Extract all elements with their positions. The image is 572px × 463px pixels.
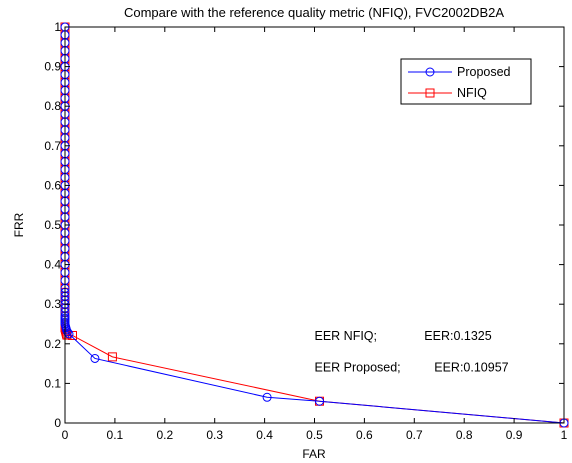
legend-label-proposed: Proposed	[457, 65, 511, 79]
y-axis-label: FRR	[12, 212, 26, 237]
annotation-text: EER:0.10957	[434, 361, 508, 375]
legend-label-nfiq: NFIQ	[457, 86, 487, 100]
y-tick-label: 0.3	[44, 297, 61, 311]
annotation-text: EER:0.1325	[424, 329, 491, 343]
y-axis: 0 0.1 0.2 0.3 0.4 0.5 0.6 0.7 0.8 0.9 1	[44, 20, 564, 430]
y-tick-label: 1	[54, 20, 61, 34]
data-point-proposed	[314, 396, 324, 406]
legend: Proposed NFIQ	[400, 58, 532, 105]
x-tick-label: 0.5	[306, 428, 323, 442]
x-tick-label: 0	[62, 428, 69, 442]
y-tick-label: 0.8	[44, 99, 61, 113]
x-tick-label: 0.8	[456, 428, 473, 442]
x-tick-label: 0.1	[107, 428, 124, 442]
x-axis-label: FAR	[302, 447, 326, 461]
legend-marker-proposed	[425, 67, 435, 77]
data-point-proposed	[62, 327, 72, 337]
y-tick-label: 0	[54, 416, 61, 430]
x-tick-label: 0.3	[206, 428, 223, 442]
x-tick-label: 0.4	[256, 428, 273, 442]
x-axis: 0 0.1 0.2 0.3 0.4 0.5 0.6 0.7 0.8 0.9 1	[62, 27, 568, 442]
annotation-text: EER Proposed;	[315, 361, 401, 375]
x-tick-label: 0.2	[156, 428, 173, 442]
y-tick-label: 0.7	[44, 139, 61, 153]
annotation-text: EER NFIQ;	[315, 329, 378, 343]
annotations: EER NFIQ; EER:0.1325 EER Proposed; EER:0.10…	[315, 329, 509, 375]
x-tick-label: 0.9	[506, 428, 523, 442]
legend-box	[400, 58, 532, 105]
x-tick-label: 0.7	[406, 428, 423, 442]
y-tick-label: 0.4	[44, 258, 61, 272]
x-tick-label: 1	[561, 428, 568, 442]
data-point-proposed	[90, 353, 100, 363]
y-tick-label: 0.9	[44, 60, 61, 74]
data-point-nfiq	[107, 352, 117, 362]
y-tick-label: 0.1	[44, 376, 61, 390]
y-tick-label: 0.6	[44, 178, 61, 192]
data-point-proposed	[262, 392, 272, 402]
y-tick-label: 0.2	[44, 337, 61, 351]
x-tick-label: 0.6	[356, 428, 373, 442]
chart-title: Compare with the reference quality metri…	[124, 5, 504, 20]
legend-marker-nfiq	[425, 88, 435, 98]
y-tick-label: 0.5	[44, 218, 61, 232]
